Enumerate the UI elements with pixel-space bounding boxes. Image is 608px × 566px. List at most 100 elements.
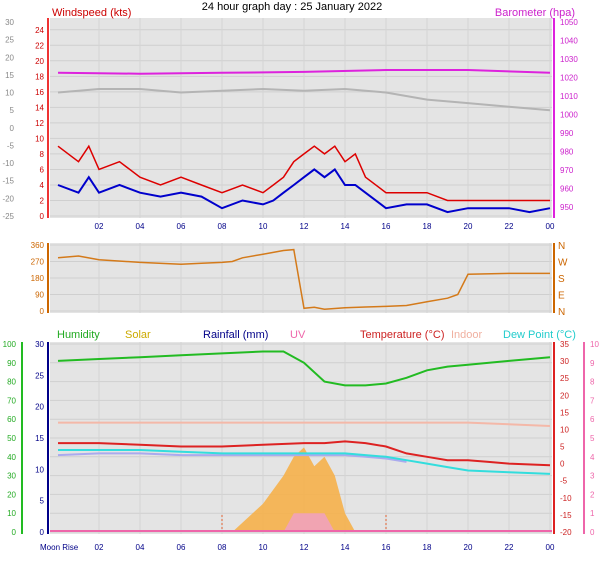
compass-tick-label: N: [558, 241, 565, 252]
solar-area: [232, 447, 356, 532]
legend-humidity: Humidity: [57, 329, 100, 341]
rain-tick-label: 25: [35, 371, 44, 380]
wind-direction-line: [57, 248, 550, 310]
humidity-tick-label: 20: [7, 490, 16, 499]
far-left-tick-label: 30: [5, 18, 14, 27]
rain-tick-label: 15: [35, 434, 44, 443]
direction-tick-label: 90: [35, 291, 44, 300]
x-tick-label: 14: [341, 222, 350, 231]
wind-tick-label: 12: [35, 119, 44, 128]
chart-title: 24 hour graph day : 25 January 2022: [202, 1, 382, 13]
uv-tick-label: 7: [590, 396, 595, 405]
x-tick-label: 16: [382, 543, 391, 552]
rain-tick-label: 20: [35, 403, 44, 412]
far-left-tick-label: -20: [2, 194, 14, 203]
wind-tick-label: 4: [40, 181, 45, 190]
rain-tick-label: 10: [35, 465, 44, 474]
uv-tick-label: 2: [590, 490, 595, 499]
baro-tick-label: 1020: [560, 73, 578, 82]
temp-tick-label: 10: [560, 425, 569, 434]
temp-tick-label: 25: [560, 374, 569, 383]
baro-tick-label: 980: [560, 147, 574, 156]
humidity-tick-label: 0: [12, 528, 17, 537]
legend-temperature: Temperature (°C): [360, 329, 444, 341]
humidity-line: [57, 350, 551, 387]
x-tick-label: 12: [300, 222, 309, 231]
legend-indoor: Indoor: [451, 329, 483, 341]
baro-tick-label: 1050: [560, 18, 578, 27]
temp-tick-label: 30: [560, 357, 569, 366]
far-left-tick-label: 10: [5, 89, 14, 98]
temp-tick-label: 0: [560, 460, 565, 469]
x-tick-label: 00: [546, 543, 555, 552]
legend-rainfall: Rainfall (mm): [203, 329, 268, 341]
direction-panel-series: [57, 248, 550, 310]
gray-series-line: [57, 87, 551, 112]
compass-tick-label: S: [558, 274, 565, 285]
x-tick-label: 20: [464, 543, 473, 552]
wind-tick-label: 16: [35, 88, 44, 97]
x-tick-label: 04: [136, 222, 145, 231]
temperature-line: [58, 440, 551, 467]
x-tick-label: 02: [95, 543, 104, 552]
uv-tick-label: 6: [590, 415, 595, 424]
direction-tick-label: 360: [31, 241, 45, 250]
far-left-tick-label: 15: [5, 71, 14, 80]
uv-tick-label: 5: [590, 434, 595, 443]
uv-tick-label: 0: [590, 528, 595, 537]
direction-tick-label: 180: [31, 274, 45, 283]
humidity-tick-label: 70: [7, 396, 16, 405]
x-tick-label: 20: [464, 222, 473, 231]
climate-panel-series: [50, 350, 552, 532]
wind-tick-label: 6: [40, 165, 45, 174]
legend-dewpoint: Dew Point (°C): [503, 329, 576, 341]
far-left-tick-label: -25: [2, 212, 14, 221]
far-left-tick-label: 20: [5, 53, 14, 62]
far-left-tick-label: -10: [2, 159, 14, 168]
x-tick-label: 18: [423, 543, 432, 552]
compass-tick-label: E: [558, 291, 565, 302]
barometer-line: [57, 69, 551, 75]
wind-panel-ticks: 242220181614121086420302520151050-5-10-1…: [2, 18, 578, 231]
direction-tick-label: 0: [40, 307, 45, 316]
baro-tick-label: 970: [560, 166, 574, 175]
x-tick-label: 08: [218, 543, 227, 552]
temp-tick-label: -10: [560, 494, 572, 503]
x-tick-label: 06: [177, 543, 186, 552]
far-left-tick-label: 0: [10, 124, 15, 133]
windspeed-line: [57, 144, 550, 202]
wind-tick-label: 2: [40, 196, 45, 205]
wind-tick-label: 20: [35, 57, 44, 66]
x-tick-label: 14: [341, 543, 350, 552]
uv-tick-label: 10: [590, 340, 599, 349]
uv-tick-label: 4: [590, 453, 595, 462]
temp-tick-label: 5: [560, 443, 565, 452]
humidity-tick-label: 80: [7, 378, 16, 387]
wind-tick-label: 22: [35, 41, 44, 50]
baro-tick-label: 990: [560, 129, 574, 138]
temp-tick-label: 15: [560, 408, 569, 417]
x-tick-label: 22: [505, 543, 514, 552]
wind-tick-label: 0: [40, 212, 45, 221]
windspeed-axis-label: Windspeed (kts): [52, 7, 131, 19]
x-tick-label: 06: [177, 222, 186, 231]
humidity-tick-label: 60: [7, 415, 16, 424]
uv-tick-label: 9: [590, 359, 595, 368]
baro-tick-label: 1000: [560, 110, 578, 119]
x-tick-label: 12: [300, 543, 309, 552]
x-tick-label: 18: [423, 222, 432, 231]
barometer-axis-label: Barometer (hpa): [495, 7, 575, 19]
humidity-tick-label: 50: [7, 434, 16, 443]
far-left-tick-label: -15: [2, 177, 14, 186]
uv-tick-label: 3: [590, 472, 595, 481]
uv-area: [283, 513, 335, 532]
legend-solar: Solar: [125, 329, 151, 341]
humidity-tick-label: 30: [7, 472, 16, 481]
rain-tick-label: 5: [40, 497, 45, 506]
temp-tick-label: 35: [560, 340, 569, 349]
compass-tick-label: N: [558, 307, 565, 318]
baro-tick-label: 1010: [560, 92, 578, 101]
x-tick-label: 00: [546, 222, 555, 231]
